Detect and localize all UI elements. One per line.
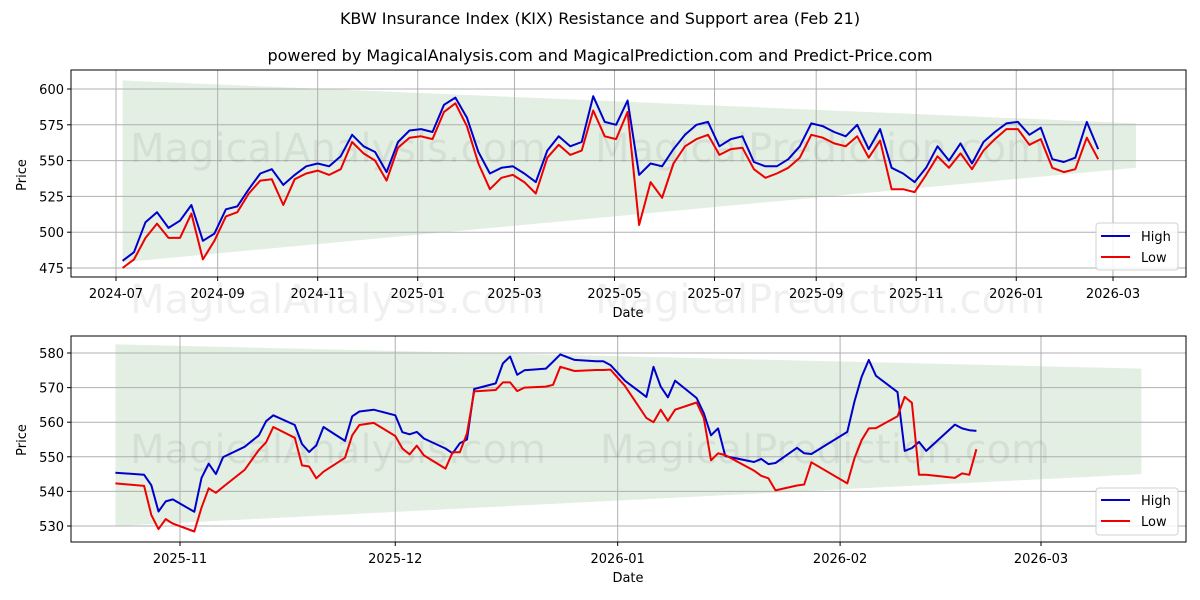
legend-high-label: High <box>1141 494 1171 509</box>
top-x-axis: 2024-07 2024-09 2024-11 2025-01 2025-03 2025-… <box>89 277 1140 302</box>
bottom-grid <box>71 336 1186 542</box>
y-tick-label: 530 <box>39 520 64 535</box>
legend-high-label: High <box>1141 230 1171 245</box>
top-y-axis: 475 500 525 550 575 600 <box>39 83 71 277</box>
bottom-x-axis: 2025-11 2025-12 2026-01 2026-02 2026-03 <box>153 542 1068 567</box>
chart-title: KBW Insurance Index (KIX) Resistance and… <box>339 9 861 28</box>
chart-subtitle: powered by MagicalAnalysis.com and Magic… <box>267 46 933 65</box>
y-tick-label: 550 <box>39 155 64 170</box>
top-watermark-3: MagicalAnalysis.com <box>130 277 546 323</box>
top-plot-frame <box>70 69 1187 278</box>
bottom-x-axis-label: Date <box>612 571 643 586</box>
bottom-high-line <box>115 353 977 513</box>
x-tick-label: 2025-01 <box>391 287 445 302</box>
top-x-axis-label: Date <box>612 306 643 321</box>
x-tick-label: 2025-11 <box>889 287 943 302</box>
top-support-resistance-band <box>122 80 1136 263</box>
x-tick-label: 2024-07 <box>89 287 143 302</box>
top-low-line <box>121 102 1100 269</box>
top-y-axis-label: Price <box>15 159 30 191</box>
bottom-watermark-2: MagicalPrediction.com <box>600 427 1050 473</box>
x-tick-label: 2025-05 <box>587 287 641 302</box>
top-legend: High Low <box>1095 222 1179 271</box>
y-tick-label: 560 <box>39 416 64 431</box>
x-tick-label: 2026-01 <box>591 552 645 567</box>
x-tick-label: 2025-09 <box>789 287 843 302</box>
top-grid <box>71 70 1186 277</box>
top-watermark-4: MagicalPrediction.com <box>595 277 1045 323</box>
top-high-line <box>121 95 1100 262</box>
bottom-watermark-1: MagicalAnalysis.com <box>130 427 546 473</box>
legend-low-label: Low <box>1141 251 1167 266</box>
y-tick-label: 500 <box>39 226 64 241</box>
bottom-y-axis: 530 540 550 560 570 580 <box>39 347 71 535</box>
y-tick-label: 525 <box>39 190 64 205</box>
bottom-support-resistance-band <box>115 344 1142 526</box>
x-tick-label: 2026-03 <box>1086 287 1140 302</box>
x-tick-label: 2024-11 <box>291 287 345 302</box>
y-tick-label: 540 <box>39 485 64 500</box>
top-chart: MagicalAnalysis.com MagicalPrediction.co… <box>15 69 1187 323</box>
x-tick-label: 2026-02 <box>813 552 867 567</box>
x-tick-label: 2025-11 <box>153 552 207 567</box>
x-tick-label: 2026-03 <box>1014 552 1068 567</box>
bottom-y-axis-label: Price <box>15 424 30 456</box>
y-tick-label: 570 <box>39 382 64 397</box>
y-tick-label: 475 <box>39 262 64 277</box>
x-tick-label: 2025-03 <box>487 287 541 302</box>
y-tick-label: 575 <box>39 119 64 134</box>
y-tick-label: 550 <box>39 451 64 466</box>
y-tick-label: 600 <box>39 83 64 98</box>
top-watermark-2: MagicalPrediction.com <box>595 126 1045 172</box>
bottom-low-line <box>115 365 978 533</box>
x-tick-label: 2026-01 <box>989 287 1043 302</box>
legend-low-label: Low <box>1141 515 1167 530</box>
x-tick-label: 2025-07 <box>687 287 741 302</box>
bottom-legend: High Low <box>1095 487 1179 536</box>
x-tick-label: 2025-12 <box>368 552 422 567</box>
top-watermark-1: MagicalAnalysis.com <box>130 126 546 172</box>
bottom-plot-frame <box>70 335 1187 543</box>
x-tick-label: 2024-09 <box>191 287 245 302</box>
bottom-chart: MagicalAnalysis.com MagicalPrediction.co… <box>15 335 1187 586</box>
y-tick-label: 580 <box>39 347 64 362</box>
